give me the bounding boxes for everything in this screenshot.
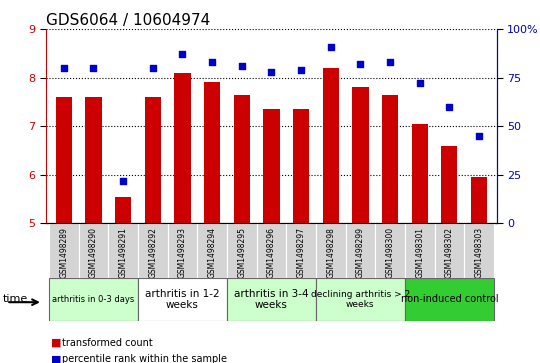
Bar	[286, 223, 316, 278]
Bar	[227, 278, 316, 321]
Text: GSM1498293: GSM1498293	[178, 227, 187, 278]
Point	[326, 44, 335, 49]
Point	[148, 65, 157, 71]
Point	[178, 52, 187, 57]
Bar	[263, 109, 280, 223]
Bar	[227, 223, 256, 278]
Bar	[108, 223, 138, 278]
Bar	[464, 223, 494, 278]
Point	[208, 59, 217, 65]
Bar	[435, 223, 464, 278]
Point	[415, 81, 424, 86]
Bar	[78, 223, 108, 278]
Point	[475, 133, 483, 139]
Bar	[167, 223, 197, 278]
Text: arthritis in 0-3 days: arthritis in 0-3 days	[52, 295, 134, 304]
Bar	[293, 109, 309, 223]
Bar	[49, 223, 78, 278]
Bar	[382, 95, 398, 223]
Bar	[197, 223, 227, 278]
Text: GSM1498300: GSM1498300	[386, 227, 395, 278]
Bar	[256, 223, 286, 278]
Bar	[352, 87, 368, 223]
Point	[59, 65, 68, 71]
Text: ■: ■	[51, 338, 62, 348]
Text: transformed count: transformed count	[62, 338, 153, 348]
Bar	[471, 177, 487, 223]
Text: arthritis in 1-2
weeks: arthritis in 1-2 weeks	[145, 289, 220, 310]
Text: percentile rank within the sample: percentile rank within the sample	[62, 354, 227, 363]
Point	[89, 65, 98, 71]
Bar	[56, 97, 72, 223]
Bar	[49, 278, 138, 321]
Text: GSM1498301: GSM1498301	[415, 227, 424, 278]
Point	[386, 59, 394, 65]
Bar	[405, 278, 494, 321]
Bar	[174, 73, 191, 223]
Bar	[204, 82, 220, 223]
Point	[238, 63, 246, 69]
Bar	[138, 223, 167, 278]
Text: ■: ■	[51, 354, 62, 363]
Bar	[233, 95, 250, 223]
Point	[356, 61, 364, 67]
Text: declining arthritis > 2
weeks: declining arthritis > 2 weeks	[310, 290, 410, 309]
Text: GSM1498296: GSM1498296	[267, 227, 276, 278]
Text: GSM1498302: GSM1498302	[445, 227, 454, 278]
Bar	[145, 97, 161, 223]
Bar	[346, 223, 375, 278]
Bar	[85, 97, 102, 223]
Text: GSM1498303: GSM1498303	[475, 227, 483, 278]
Text: arthritis in 3-4
weeks: arthritis in 3-4 weeks	[234, 289, 309, 310]
Point	[119, 178, 127, 183]
Bar	[411, 124, 428, 223]
Bar	[115, 196, 131, 223]
Bar	[316, 223, 346, 278]
Bar	[138, 278, 227, 321]
Text: GSM1498297: GSM1498297	[296, 227, 306, 278]
Point	[267, 69, 275, 75]
Bar	[322, 68, 339, 223]
Bar	[405, 223, 435, 278]
Text: GSM1498289: GSM1498289	[59, 227, 68, 278]
Bar	[441, 146, 457, 223]
Point	[445, 104, 454, 110]
Text: GSM1498290: GSM1498290	[89, 227, 98, 278]
Text: GDS6064 / 10604974: GDS6064 / 10604974	[46, 13, 210, 28]
Text: time: time	[3, 294, 28, 305]
Bar	[375, 223, 405, 278]
Text: GSM1498291: GSM1498291	[118, 227, 127, 278]
Text: non-induced control: non-induced control	[401, 294, 498, 305]
Text: GSM1498298: GSM1498298	[326, 227, 335, 278]
Text: GSM1498294: GSM1498294	[207, 227, 217, 278]
Text: GSM1498295: GSM1498295	[237, 227, 246, 278]
Text: GSM1498299: GSM1498299	[356, 227, 365, 278]
Bar	[316, 278, 405, 321]
Point	[296, 67, 305, 73]
Text: GSM1498292: GSM1498292	[148, 227, 157, 278]
